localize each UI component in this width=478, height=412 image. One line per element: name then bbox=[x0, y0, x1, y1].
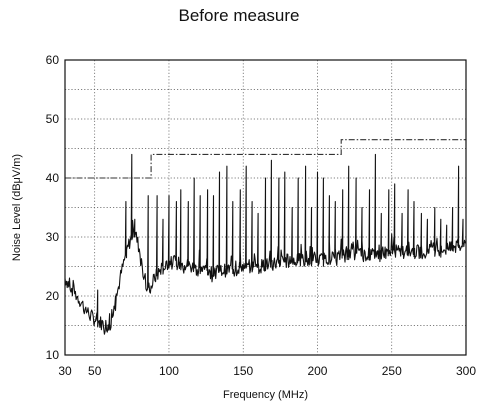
plot-frame bbox=[64, 59, 467, 356]
x-tick-label: 200 bbox=[307, 364, 327, 378]
x-tick-label: 150 bbox=[233, 364, 253, 378]
x-tick-label: 30 bbox=[58, 364, 72, 378]
tick-layer: 30 50 100 150 200 250 300 10 20 30 40 50 60 bbox=[46, 53, 477, 378]
chart-title: Before measure bbox=[178, 6, 300, 25]
x-tick-label: 50 bbox=[88, 364, 102, 378]
limit-line bbox=[65, 139, 466, 179]
y-tick-label: 10 bbox=[46, 348, 60, 362]
x-axis-label: Frequency (MHz) bbox=[223, 389, 308, 401]
x-tick-label: 100 bbox=[159, 364, 179, 378]
series-layer bbox=[64, 139, 467, 335]
y-tick-label: 40 bbox=[46, 171, 60, 185]
y-tick-label: 50 bbox=[46, 112, 60, 126]
x-tick-label: 300 bbox=[456, 364, 476, 378]
noise-trace-line bbox=[64, 153, 467, 335]
y-tick-label: 60 bbox=[46, 53, 60, 67]
y-tick-label: 30 bbox=[46, 230, 60, 244]
y-tick-label: 20 bbox=[46, 289, 60, 303]
x-tick-label: 250 bbox=[382, 364, 402, 378]
y-axis-label: Noise Level (dBμV/m) bbox=[11, 154, 23, 261]
